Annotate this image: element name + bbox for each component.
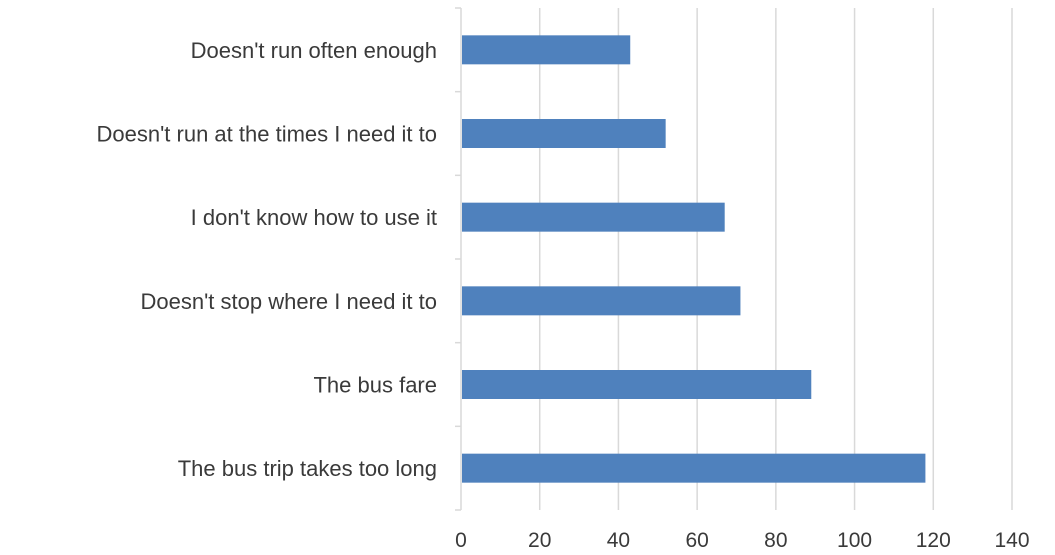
bar — [462, 119, 666, 148]
x-tick-label: 40 — [607, 529, 630, 550]
x-tick-label: 0 — [455, 529, 467, 550]
gridlines — [538, 8, 1013, 510]
bar — [462, 370, 812, 399]
x-tick-label: 140 — [994, 529, 1029, 550]
x-tick-label: 60 — [685, 529, 708, 550]
bar — [462, 35, 631, 65]
x-tick-label: 20 — [528, 529, 551, 550]
category-label: Doesn't run often enough — [191, 38, 437, 63]
category-label: Doesn't run at the times I need it to — [97, 122, 438, 147]
x-tick-label: 120 — [916, 529, 951, 550]
bar — [462, 453, 926, 483]
x-tick-label: 100 — [837, 529, 872, 550]
bar — [462, 202, 725, 232]
category-label: Doesn't stop where I need it to — [141, 289, 437, 314]
category-label: The bus fare — [313, 373, 437, 398]
category-label: The bus trip takes too long — [178, 456, 437, 481]
bar — [462, 286, 741, 316]
category-axis — [455, 7, 462, 511]
category-labels: Doesn't run often enough Doesn't run at t… — [97, 38, 438, 481]
category-label: I don't know how to use it — [191, 205, 437, 230]
x-tick-labels: 0 20 40 60 80 100 120 140 — [455, 529, 1029, 552]
x-tick-label: 80 — [764, 529, 787, 550]
bars — [462, 35, 926, 483]
